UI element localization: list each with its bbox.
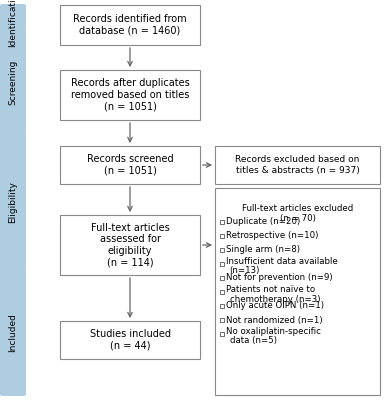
Bar: [220, 332, 223, 336]
Bar: [220, 234, 223, 238]
Text: chemotherapy (n=3): chemotherapy (n=3): [230, 294, 320, 304]
FancyBboxPatch shape: [0, 134, 26, 271]
Text: No oxaliplatin-specific: No oxaliplatin-specific: [225, 326, 320, 336]
Text: Not for prevention (n=9): Not for prevention (n=9): [225, 274, 332, 282]
Bar: [60, 321, 200, 359]
Bar: [60, 70, 200, 120]
FancyBboxPatch shape: [0, 269, 26, 396]
Bar: [60, 215, 200, 275]
Text: Only acute OIPN (n=1): Only acute OIPN (n=1): [225, 302, 323, 310]
Bar: [220, 220, 223, 224]
Text: Retrospective (n=10): Retrospective (n=10): [225, 232, 318, 240]
FancyBboxPatch shape: [0, 4, 26, 31]
Text: Insufficient data available: Insufficient data available: [225, 256, 337, 266]
Bar: [220, 304, 223, 308]
Text: Eligibility: Eligibility: [8, 182, 17, 224]
Text: Screening: Screening: [8, 60, 17, 105]
Bar: [215, 146, 380, 184]
Text: Records after duplicates
removed based on titles
(n = 1051): Records after duplicates removed based o…: [71, 78, 190, 112]
Bar: [60, 146, 200, 184]
Text: data (n=5): data (n=5): [230, 336, 276, 346]
Text: Records identified from
database (n = 1460): Records identified from database (n = 14…: [73, 14, 187, 36]
Text: Full-text articles excluded
(n = 70): Full-text articles excluded (n = 70): [242, 204, 353, 223]
Text: Duplicate (n=20): Duplicate (n=20): [225, 218, 300, 226]
Text: (n=13): (n=13): [230, 266, 260, 276]
Bar: [220, 276, 223, 280]
Bar: [220, 248, 223, 252]
Bar: [215, 188, 380, 395]
Text: Patients not naïve to: Patients not naïve to: [225, 284, 315, 294]
Text: Not randomized (n=1): Not randomized (n=1): [225, 316, 322, 324]
FancyBboxPatch shape: [0, 29, 26, 136]
Bar: [60, 5, 200, 45]
Bar: [220, 262, 223, 266]
Text: Records excluded based on
titles & abstracts (n = 937): Records excluded based on titles & abstr…: [235, 155, 360, 175]
Bar: [220, 318, 223, 322]
Bar: [220, 290, 223, 294]
Text: Included: Included: [8, 313, 17, 352]
Text: Full-text articles
assessed for
eligibility
(n = 114): Full-text articles assessed for eligibil…: [91, 222, 169, 267]
Text: Identification: Identification: [8, 0, 17, 48]
Text: Single arm (n=8): Single arm (n=8): [225, 246, 300, 254]
Text: Records screened
(n = 1051): Records screened (n = 1051): [87, 154, 173, 176]
Text: Studies included
(n = 44): Studies included (n = 44): [90, 329, 171, 351]
